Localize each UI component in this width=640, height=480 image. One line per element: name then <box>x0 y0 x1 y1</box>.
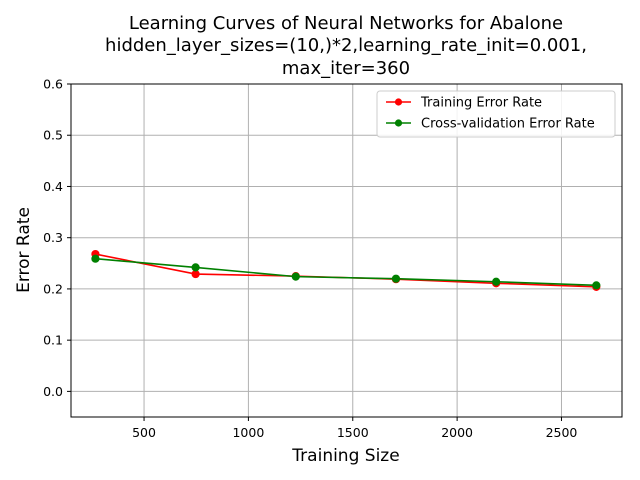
data-series <box>91 249 601 291</box>
data-point <box>391 274 401 283</box>
y-tick-label: 0.1 <box>43 333 63 348</box>
data-point <box>191 269 200 279</box>
data-point <box>191 263 200 272</box>
chart-title-line-1: Learning Curves of Neural Networks for A… <box>129 13 563 34</box>
y-tick-label: 0.6 <box>43 77 63 92</box>
y-tick-label: 0.5 <box>43 128 63 143</box>
chart-title: Learning Curves of Neural Networks for A… <box>105 13 587 79</box>
legend-marker <box>394 119 403 127</box>
y-tick-label: 0.3 <box>43 230 63 245</box>
grid-lines <box>71 83 622 417</box>
x-tick-label: 1500 <box>337 425 369 440</box>
x-tick-label: 500 <box>132 425 156 440</box>
series-cv-error <box>91 254 601 290</box>
chart-title-line-3: max_iter=360 <box>282 58 410 79</box>
legend-label: Cross-validation Error Rate <box>421 117 595 132</box>
plot-frame <box>70 83 623 418</box>
data-point <box>592 281 601 290</box>
axis-ticks: 500 1000 1500 2000 2500 0.0 0.1 0.2 0.3 0.4 0.5 0.6 <box>43 77 577 441</box>
y-tick-label: 0.2 <box>43 281 63 296</box>
y-tick-label: 0.4 <box>43 179 63 194</box>
y-axis-label: Error Rate <box>14 207 34 293</box>
x-tick-label: 1000 <box>232 425 264 440</box>
data-point <box>291 272 300 281</box>
legend-entry: Training Error Rate <box>386 96 542 111</box>
x-axis-label: Training Size <box>291 446 399 466</box>
y-tick-label: 0.0 <box>43 384 63 399</box>
data-point <box>91 254 100 263</box>
data-point <box>492 277 501 286</box>
legend-label: Training Error Rate <box>420 96 542 111</box>
x-tick-label: 2500 <box>546 425 578 440</box>
legend-entry: Cross-validation Error Rate <box>386 117 595 132</box>
series-line <box>95 257 597 287</box>
x-tick-label: 2000 <box>441 425 473 440</box>
legend: Training Error Rate Cross-validation Erro… <box>376 90 616 138</box>
chart-title-line-2: hidden_layer_sizes=(10,)*2,learning_rate… <box>105 35 587 56</box>
legend-box <box>376 90 616 138</box>
legend-marker <box>394 98 403 106</box>
